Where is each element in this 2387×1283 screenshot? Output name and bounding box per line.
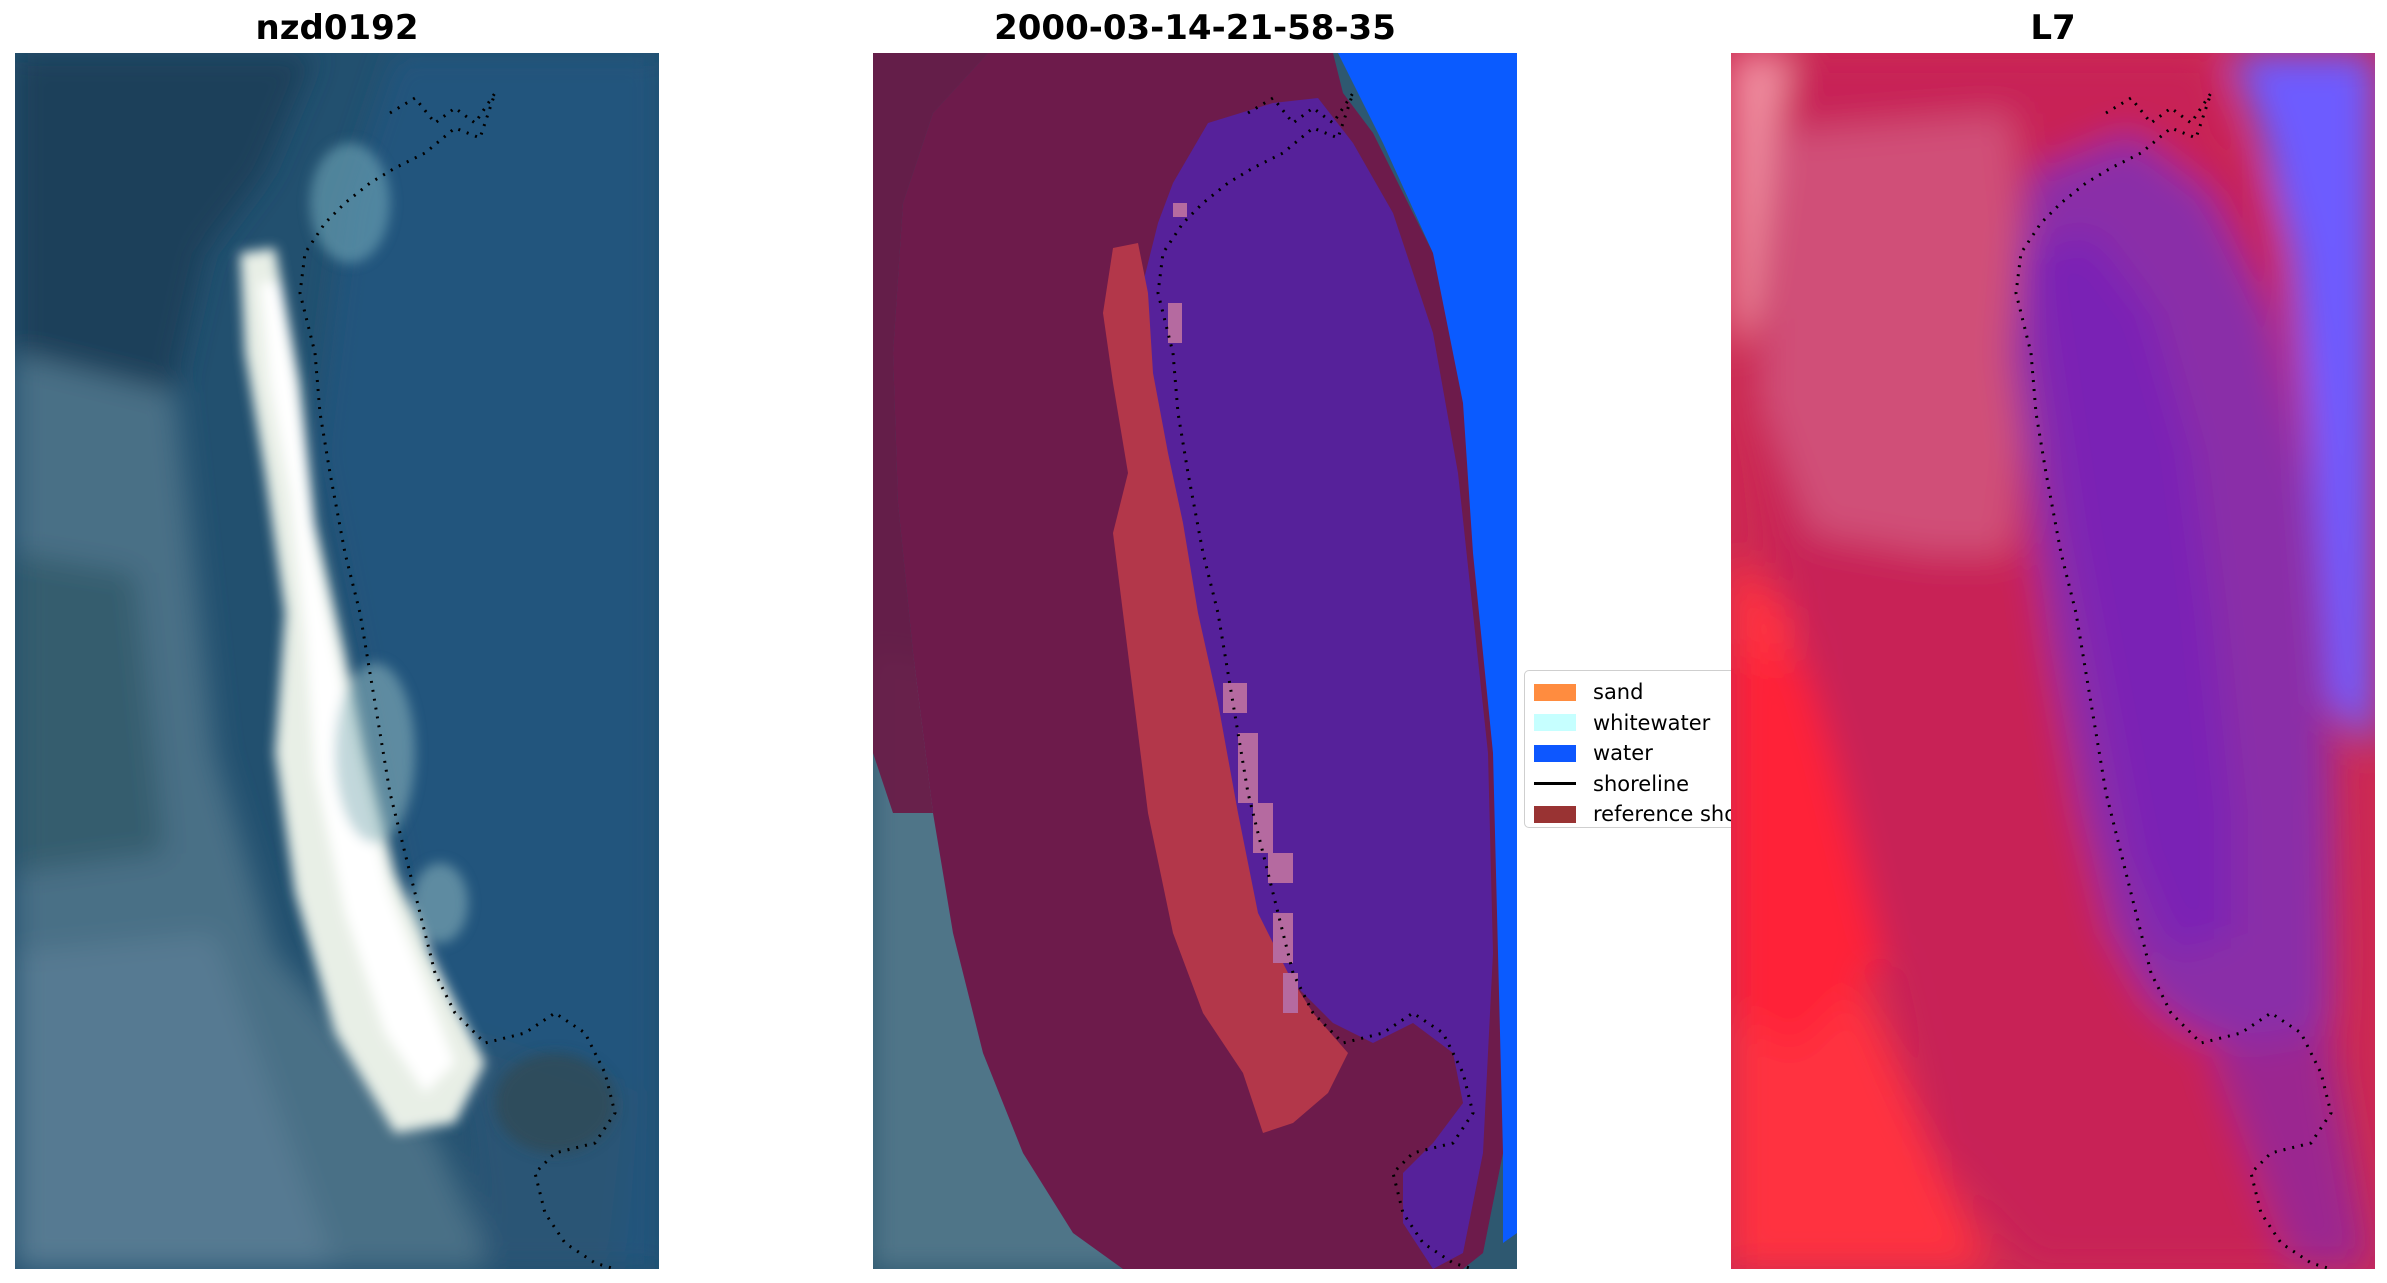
legend-label: sand xyxy=(1593,680,1644,705)
legend-item-water: water xyxy=(1534,738,1735,769)
legend: sand whitewater water shoreline referenc… xyxy=(1524,670,1736,828)
legend-item-shoreline: shoreline xyxy=(1534,769,1735,800)
legend-item-whitewater: whitewater xyxy=(1534,708,1735,739)
legend-label: whitewater xyxy=(1593,710,1711,735)
sand-swatch xyxy=(1534,683,1576,701)
classified-image-graphic xyxy=(873,53,1517,1269)
reference-shoreline-swatch xyxy=(1534,805,1576,823)
legend-item-reference-shoreline: reference shoreline xyxy=(1534,799,1736,827)
legend-label: shoreline xyxy=(1593,771,1690,796)
shoreline-line-swatch xyxy=(1534,782,1576,786)
water-swatch xyxy=(1534,744,1576,762)
panel-title-satellite: L7 xyxy=(2030,8,2076,48)
classified-image xyxy=(873,53,1517,1269)
legend-label: reference shoreline xyxy=(1593,802,1736,827)
index-image-graphic xyxy=(1731,53,2375,1269)
panel-title-image: nzd0192 xyxy=(255,8,419,48)
legend-label: water xyxy=(1593,741,1653,766)
rgb-image-graphic xyxy=(15,53,659,1269)
legend-item-sand: sand xyxy=(1534,677,1735,708)
water-index-image xyxy=(1731,53,2375,1269)
rgb-satellite-image xyxy=(15,53,659,1269)
panel-title-date: 2000-03-14-21-58-35 xyxy=(994,8,1396,48)
whitewater-swatch xyxy=(1534,714,1576,732)
